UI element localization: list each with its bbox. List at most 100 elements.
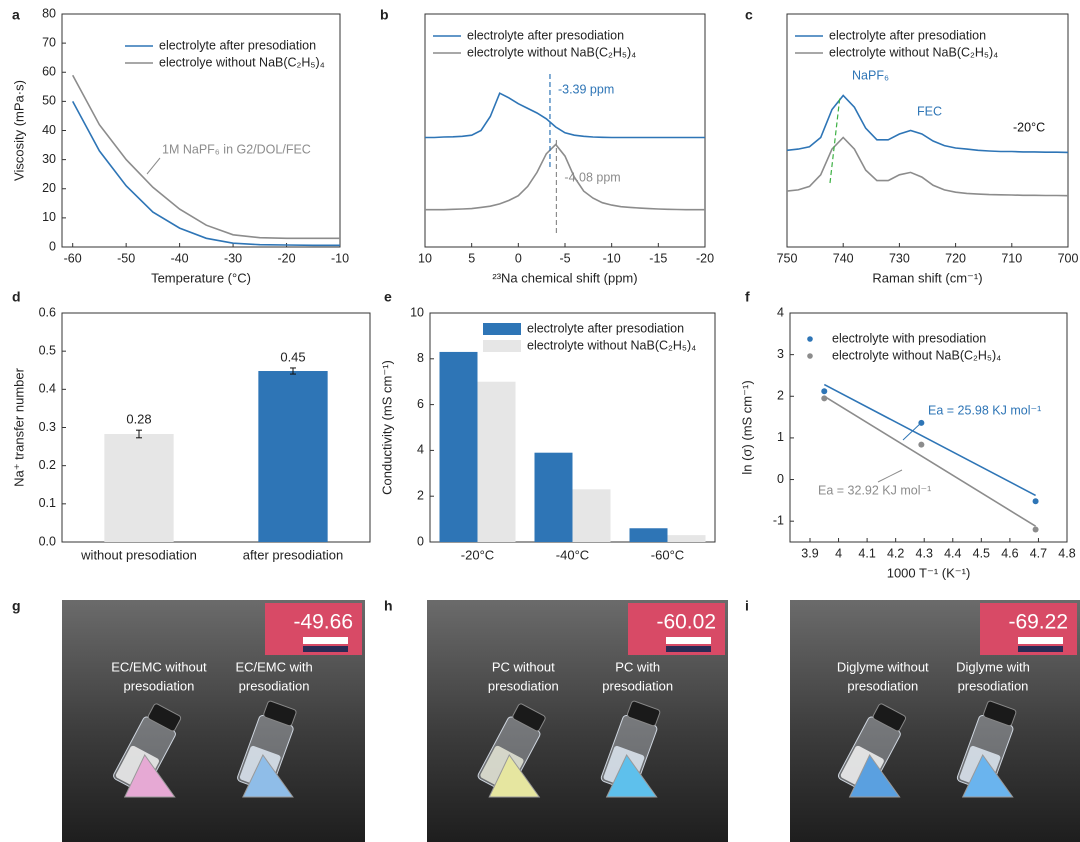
y-tick-label: 1 [777,430,784,444]
panel-letter: b [380,7,389,23]
legend-swatch [483,340,521,352]
x-tick-label: -30 [224,251,242,265]
bar [439,351,478,542]
x-tick-label: 0 [515,251,522,265]
display-field [1018,646,1063,652]
y-tick-label: 30 [42,152,56,166]
fit-line [823,383,1036,497]
display-field [303,646,348,652]
x-tick-label: 750 [777,251,798,265]
legend-label: electrolyte after presodiation [467,28,624,42]
x-tick-label: 4.3 [916,546,933,560]
y-tick-label: 0 [417,534,424,548]
photo-caption: EC/EMC with [235,659,312,674]
vial-cap [263,700,297,727]
point [1032,498,1039,505]
annotation-arrow [146,157,161,175]
legend-label: electrolyte without NaB(C₂H₅)₄ [829,45,998,59]
plot-frame [789,312,1068,543]
y-tick-label: 80 [42,6,56,20]
x-tick-label: 5 [468,251,475,265]
plot-frame [786,13,1069,248]
x-tick-label: -10 [603,251,621,265]
legend-swatch [807,353,813,359]
line-series [71,101,340,247]
x-tick-label: 4.5 [973,546,990,560]
x-tick-label: 720 [945,251,966,265]
y-tick-label: 2 [777,389,784,403]
x-tick-label: 700 [1058,251,1079,265]
x-tick-label: 10 [418,251,432,265]
legend-label: electrolyte without NaB(C₂H₅)₄ [832,348,1001,362]
y-tick-label: 3 [777,347,784,361]
x-tick-label: 4.7 [1030,546,1047,560]
temperature-readout: -69.22 [1008,611,1068,634]
y-tick-label: 70 [42,35,56,49]
photo-caption: Diglyme with [956,659,1030,674]
point [821,395,828,402]
y-tick-label: 0.2 [39,458,56,472]
vial-cap [626,700,661,727]
annotation-arrow [902,421,923,441]
x-tick-label: -20°C [461,547,494,562]
x-tick-label: 4.1 [858,546,875,560]
temperature-readout: -60.02 [656,611,716,634]
x-tick-label: 4.2 [887,546,904,560]
annotation: -20°C [1013,120,1045,134]
y-tick-label: 0.5 [39,343,56,357]
x-tick-label: 4 [835,546,842,560]
y-tick-label: 0.0 [39,534,56,548]
photo-caption: presodiation [847,678,918,693]
x-tick-label: -40 [171,251,189,265]
y-tick-label: 0.4 [39,382,56,396]
y-tick-label: 20 [42,181,56,195]
vial-cap [147,703,182,732]
panel-letter: i [745,598,749,614]
legend-swatch [483,323,521,335]
y-axis-label: Conductivity (mS cm⁻¹) [379,360,394,495]
vial-cap [872,703,907,732]
photo-caption: presodiation [488,678,559,693]
photo-caption: PC without [492,659,555,674]
y-tick-label: 4 [777,305,784,319]
y-tick-label: 10 [42,210,56,224]
photo-caption: presodiation [124,678,195,693]
panel-letter: c [745,7,753,23]
x-tick-label: -20 [696,251,714,265]
y-tick-label: 40 [42,123,56,137]
x-tick-label: 4.4 [944,546,961,560]
bar [258,371,328,542]
line-series [71,74,340,240]
y-tick-label: 0 [777,472,784,486]
photo-caption: PC with [615,659,660,674]
photo-caption: presodiation [602,678,673,693]
vial-cap [983,700,1017,727]
x-tick-label: -10 [331,251,349,265]
legend-label: electrolyte with presodiation [832,331,986,345]
x-tick-label: 730 [889,251,910,265]
value-label: 0.45 [280,349,305,364]
line-series [425,92,705,139]
temperature-readout: -49.66 [293,611,353,634]
photo-caption: presodiation [239,678,310,693]
legend-label: electrolyte without NaB(C₂H₅)₄ [467,45,636,59]
y-axis-label: ln (σ) (mS cm⁻¹) [739,380,754,474]
y-tick-label: 6 [417,397,424,411]
display-field [666,637,711,644]
panel-letter: e [384,289,392,305]
binder-clip [123,754,176,798]
bar [477,381,516,542]
x-axis-label: Raman shift (cm⁻¹) [872,270,982,285]
annotation-arrow [877,469,903,483]
y-tick-label: 4 [417,443,424,457]
photo-caption: Diglyme without [837,659,929,674]
bar [629,528,668,542]
guide-line [829,95,841,184]
binder-clip [242,754,294,798]
binder-clip [605,754,658,798]
x-tick-label: -40°C [556,547,589,562]
x-axis-label: ²³Na chemical shift (ppm) [492,270,637,285]
binder-clip [848,754,901,798]
legend-label: electrolyte after presodiation [527,321,684,335]
x-tick-label: 3.9 [801,546,818,560]
